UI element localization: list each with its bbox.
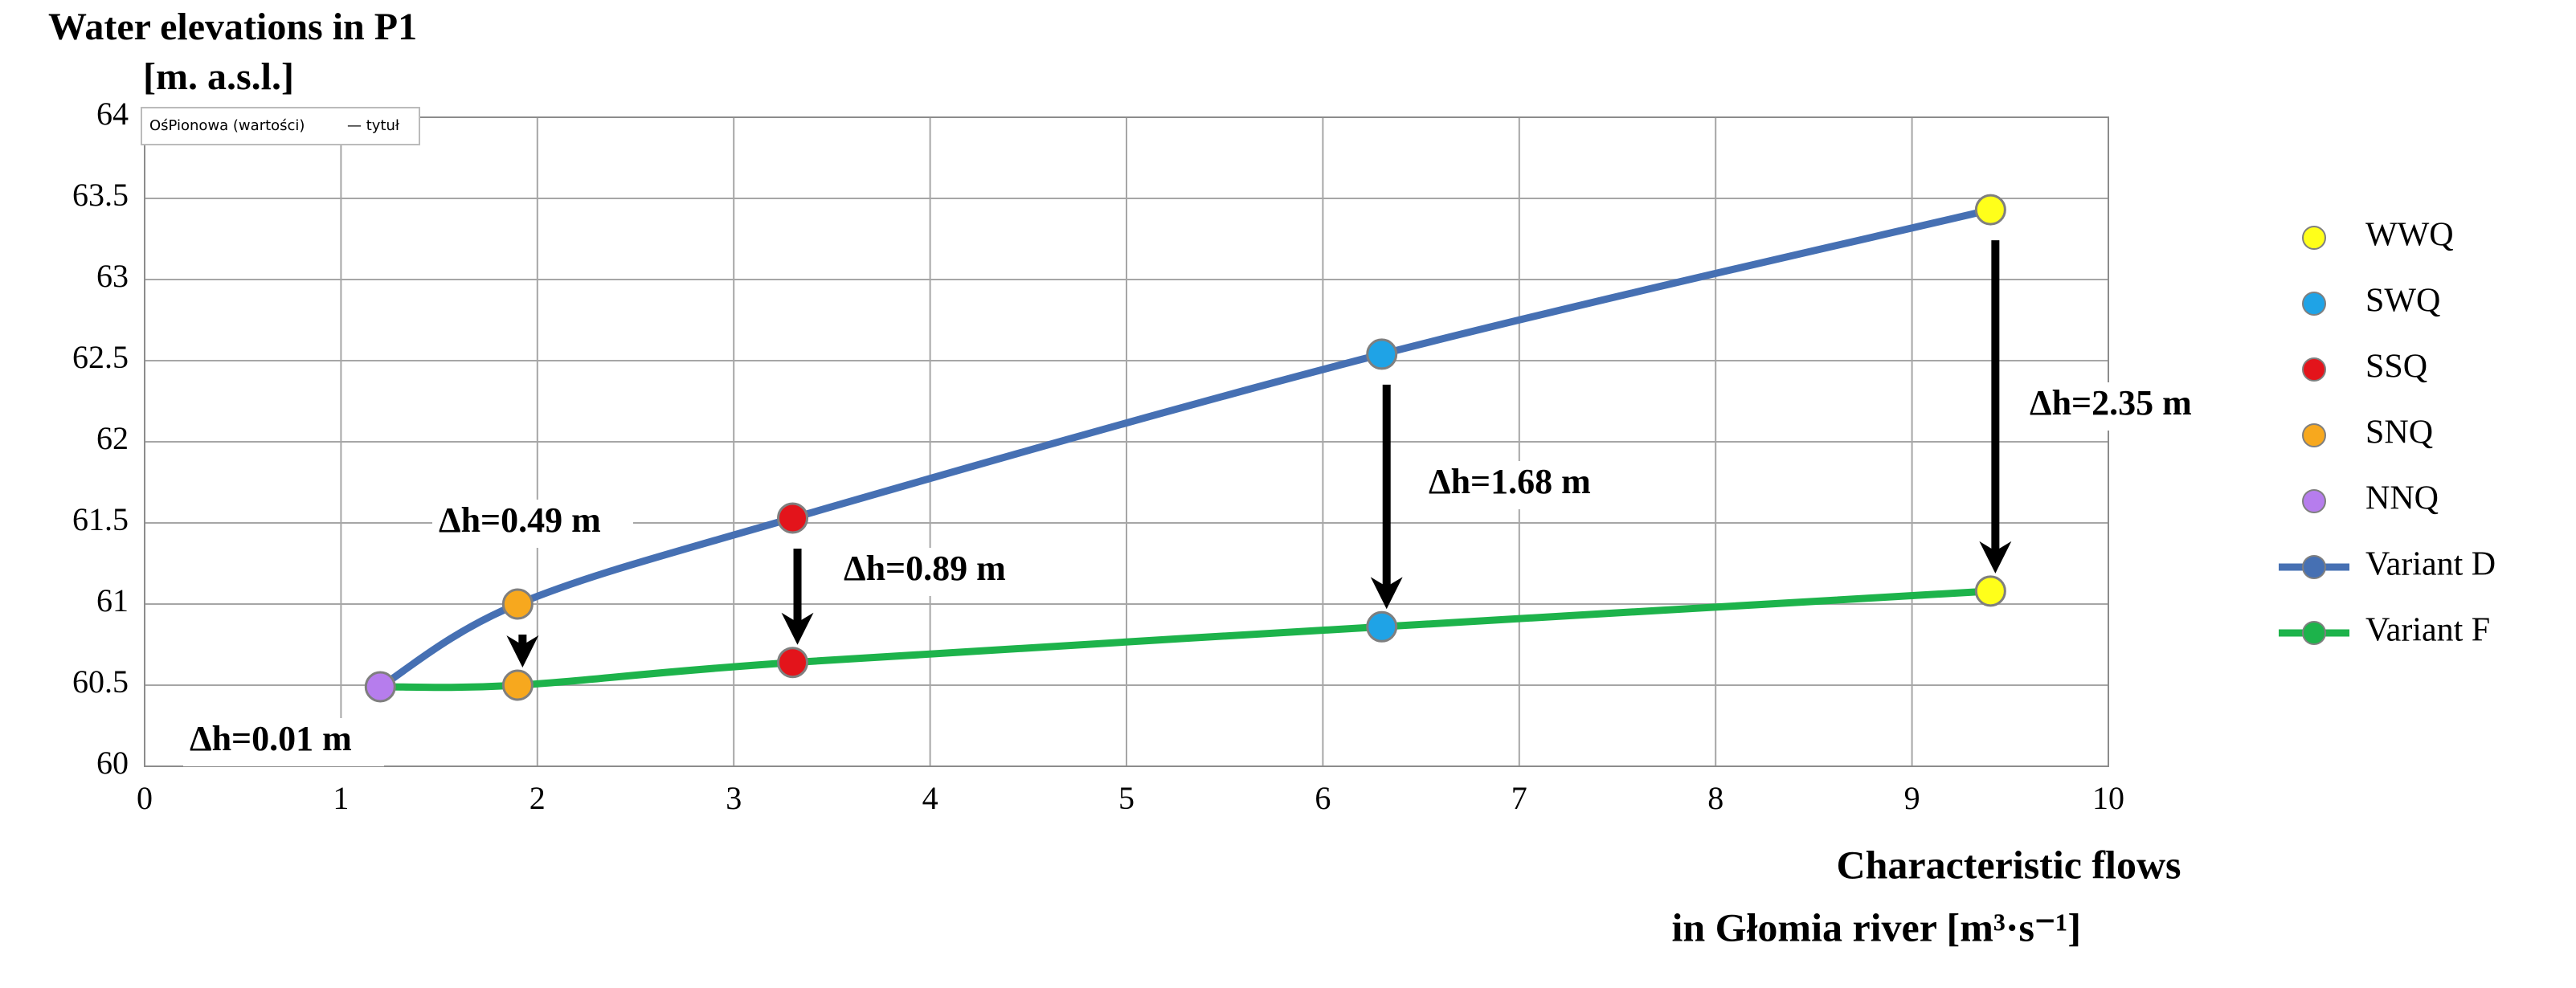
legend-marker — [2302, 423, 2326, 447]
marker — [1366, 338, 1398, 370]
tooltip-text: OśPionowa (wartości) — [149, 117, 305, 134]
y-tick-label: 63.5 — [72, 177, 129, 213]
x-tick-label: 10 — [2092, 780, 2124, 816]
annotation-bg — [837, 548, 1038, 596]
y-tick-label: 62 — [96, 420, 129, 456]
annotation: Δh=0.89 m — [844, 549, 1006, 588]
chart-title: Water elevations in P1 — [48, 6, 417, 48]
axis-title-tooltip: OśPionowa (wartości) — tytuł — [141, 107, 420, 145]
annotation: Δh=0.01 m — [190, 719, 352, 758]
marker — [777, 502, 809, 534]
x-tick-label: 8 — [1707, 780, 1723, 816]
legend-marker — [2302, 621, 2326, 645]
tooltip-box — [141, 107, 420, 145]
y-tick-label: 60 — [96, 745, 129, 781]
marker — [1974, 194, 2006, 226]
legend-label: Variant F — [2365, 612, 2490, 649]
legend-marker — [2302, 555, 2326, 579]
annotation-bg — [183, 718, 384, 766]
y-tick-label: 63 — [96, 258, 129, 294]
plot-frame — [144, 116, 2109, 767]
marker — [364, 671, 396, 703]
tooltip-text: — tytuł — [347, 117, 400, 134]
x-tick-label: 7 — [1511, 780, 1527, 816]
marker — [1366, 610, 1398, 643]
y-tick-label: 62.5 — [72, 339, 129, 375]
annotation-bg — [1422, 461, 1623, 509]
x-tick-label: 4 — [922, 780, 938, 816]
marker — [777, 647, 809, 679]
annotation: Δh=1.68 m — [1429, 462, 1591, 501]
y-tick-label: 61.5 — [72, 501, 129, 537]
legend-label: SWQ — [2365, 283, 2440, 320]
legend-label: SSQ — [2365, 349, 2427, 386]
x-axis-label: Characteristic flows — [1836, 842, 2181, 887]
x-tick-label: 0 — [137, 780, 153, 816]
x-axis-label: in Głomia river [m³·s⁻¹] — [1671, 904, 2081, 949]
marker — [501, 588, 534, 620]
legend-label: NNQ — [2365, 480, 2439, 517]
x-tick-label: 9 — [1904, 780, 1920, 816]
legend-marker — [2302, 489, 2326, 513]
annotation-bg — [2023, 382, 2224, 431]
legend-label: WWQ — [2365, 217, 2454, 254]
x-tick-label: 6 — [1315, 780, 1331, 816]
x-tick-label: 2 — [530, 780, 546, 816]
legend-marker — [2302, 226, 2326, 250]
legend-marker — [2302, 292, 2326, 316]
y-axis-label: [m. a.s.l.] — [143, 55, 294, 98]
legend-label: Variant D — [2365, 546, 2496, 583]
legend-label: SNQ — [2365, 414, 2433, 451]
marker — [501, 669, 534, 701]
annotation: Δh=2.35 m — [2030, 383, 2192, 423]
x-tick-label: 3 — [726, 780, 742, 816]
x-tick-label: 1 — [333, 780, 349, 816]
x-tick-label: 5 — [1118, 780, 1135, 816]
annotation-bg — [432, 500, 633, 548]
legend-marker — [2302, 357, 2326, 382]
y-tick-label: 60.5 — [72, 663, 129, 700]
annotation: Δh=0.49 m — [439, 500, 601, 540]
marker — [1974, 575, 2006, 607]
y-tick-label: 61 — [96, 582, 129, 619]
y-tick-label: 64 — [96, 96, 129, 132]
